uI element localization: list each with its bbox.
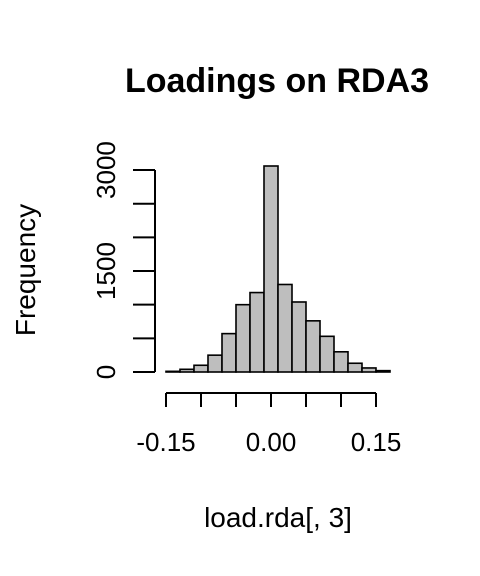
y-tick-label-0: 0 [91, 365, 121, 379]
x-axis-label: load.rda[, 3] [204, 502, 352, 533]
histogram-bars [165, 165, 391, 373]
histogram-bar-13 [347, 362, 363, 373]
histogram-bar-8 [277, 283, 293, 373]
histogram-bar-0 [165, 370, 181, 373]
histogram-bar-15 [375, 369, 391, 373]
y-axis: 0 1500 3000 [91, 141, 156, 379]
x-tick-label-2: 0.15 [351, 427, 402, 457]
y-tick-label-2: 3000 [91, 141, 121, 199]
histogram-bar-9 [291, 301, 307, 373]
y-axis-label: Frequency [10, 204, 41, 336]
histogram-bar-14 [361, 367, 377, 373]
histogram-bar-11 [319, 335, 335, 373]
chart-title: Loadings on RDA3 [125, 62, 429, 100]
histogram-bar-2 [193, 364, 209, 373]
y-tick-label-1: 1500 [91, 242, 121, 300]
histogram-bar-3 [207, 354, 223, 373]
histogram-bar-7 [263, 165, 279, 373]
x-axis: -0.15 0.00 0.15 [136, 392, 402, 457]
histogram-bar-10 [305, 320, 321, 373]
x-tick-label-0: -0.15 [136, 427, 195, 457]
histogram-bar-1 [179, 368, 195, 373]
histogram-bar-6 [249, 291, 265, 373]
histogram-bar-12 [333, 351, 349, 373]
histogram-bar-5 [235, 303, 251, 373]
x-tick-label-1: 0.00 [246, 427, 297, 457]
histogram-bar-4 [221, 332, 237, 373]
